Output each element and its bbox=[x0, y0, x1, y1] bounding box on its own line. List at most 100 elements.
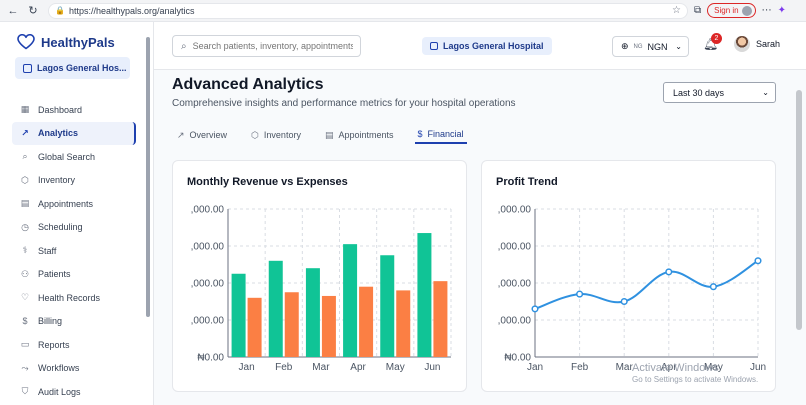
sidebar-item-global-search[interactable]: ⌕ Global Search bbox=[12, 145, 136, 169]
address-bar[interactable]: 🔒 https://healthypals.org/analytics ☆ bbox=[48, 2, 688, 19]
sidebar-scrollbar[interactable] bbox=[146, 37, 150, 317]
expense-bar bbox=[321, 295, 336, 357]
hospital-icon bbox=[430, 42, 438, 50]
dollar-icon: $ bbox=[417, 129, 423, 139]
x-tick-label: Feb bbox=[571, 362, 589, 373]
revenue-bar bbox=[231, 273, 246, 357]
extensions-icon[interactable]: ⧉ bbox=[694, 5, 702, 16]
tab-appointments[interactable]: ▤ Appointments bbox=[322, 126, 397, 144]
sidebar-item-workflows[interactable]: ⤳ Workflows bbox=[12, 357, 136, 381]
search-icon: ⌕ bbox=[22, 151, 28, 162]
chart-title: Profit Trend bbox=[496, 176, 558, 188]
hospital-selector[interactable]: Lagos General Hos... bbox=[15, 57, 130, 79]
tab-inventory[interactable]: ⬡ Inventory bbox=[248, 126, 304, 144]
copilot-icon[interactable]: ✦ bbox=[777, 5, 786, 16]
avatar bbox=[734, 36, 750, 52]
x-tick-label: Mar bbox=[312, 362, 330, 373]
heart-logo-icon bbox=[17, 34, 35, 50]
y-tick-label: ,000.00 bbox=[498, 316, 532, 327]
sidebar-item-appointments[interactable]: ▤ Appointments bbox=[12, 192, 136, 216]
sidebar-item-label: Scheduling bbox=[38, 222, 83, 233]
sidebar-item-health-records[interactable]: ♡ Health Records bbox=[12, 286, 136, 310]
sidebar-item-label: Patients bbox=[38, 269, 71, 280]
y-tick-label: ,000.00 bbox=[191, 279, 225, 290]
revenue-bar bbox=[343, 244, 358, 357]
analytics-tabs: ↗ Overview ⬡ Inventory ▤ Appointments $ Financi… bbox=[174, 126, 485, 144]
sidebar-item-analytics[interactable]: ↗ Analytics bbox=[12, 121, 136, 145]
user-menu[interactable]: Sarah bbox=[734, 36, 780, 52]
heart-icon: ♡ bbox=[20, 292, 30, 303]
sign-in-label: Sign in bbox=[714, 6, 739, 15]
y-tick-label: ,000.00 bbox=[498, 279, 532, 290]
sidebar-item-reports[interactable]: ▭ Reports bbox=[12, 333, 136, 357]
stethoscope-icon: ⚕ bbox=[22, 245, 28, 256]
y-tick-label: ₦0.00 bbox=[197, 353, 224, 364]
currency-selector[interactable]: ⊕ NG NGN ⌄ bbox=[612, 36, 689, 57]
sidebar-item-staff[interactable]: ⚕ Staff bbox=[12, 239, 136, 263]
shield-icon: ⛉ bbox=[21, 386, 29, 397]
sidebar-item-label: Analytics bbox=[38, 128, 79, 139]
tab-label: Overview bbox=[189, 130, 228, 140]
sidebar-item-label: Appointments bbox=[38, 198, 94, 209]
trend-icon: ↗ bbox=[177, 129, 185, 140]
date-range-value: Last 30 days bbox=[673, 87, 725, 98]
profit-point bbox=[620, 297, 628, 306]
sidebar: HealthyPals Lagos General Hos... ▦ Dashbo… bbox=[0, 22, 154, 405]
current-hospital-name: Lagos General Hospital bbox=[443, 41, 544, 51]
watermark-subtitle: Go to Settings to activate Windows. bbox=[632, 375, 759, 385]
x-tick-label: Apr bbox=[350, 362, 366, 373]
x-tick-label: Jun bbox=[424, 362, 440, 373]
revenue-bar bbox=[268, 260, 283, 357]
box-icon: ⬡ bbox=[251, 129, 259, 140]
url-text: https://healthypals.org/analytics bbox=[68, 5, 195, 16]
top-header: ⌕ Lagos General Hospital ⊕ NG NGN ⌄ 🔔︎ 2… bbox=[154, 22, 806, 70]
sidebar-item-billing[interactable]: $ Billing bbox=[12, 310, 136, 334]
sidebar-item-label: Audit Logs bbox=[38, 386, 81, 397]
expense-bar bbox=[247, 297, 262, 357]
sidebar-item-scheduling[interactable]: ◷ Scheduling bbox=[12, 216, 136, 240]
search-input[interactable] bbox=[192, 41, 353, 51]
y-tick-label: ,000.00 bbox=[191, 242, 225, 253]
x-tick-label: Jan bbox=[239, 362, 255, 373]
chevron-down-icon: ⌄ bbox=[762, 88, 769, 97]
grid-icon: ▦ bbox=[20, 104, 30, 115]
current-hospital-badge: Lagos General Hospital bbox=[422, 37, 552, 55]
main-scrollbar[interactable] bbox=[796, 90, 802, 330]
brand[interactable]: HealthyPals bbox=[17, 34, 115, 50]
tab-overview[interactable]: ↗ Overview bbox=[174, 126, 230, 144]
file-icon: ▭ bbox=[20, 339, 30, 350]
sidebar-item-patients[interactable]: ⚇ Patients bbox=[12, 263, 136, 287]
revenue-bar bbox=[417, 233, 432, 357]
notifications-button[interactable]: 🔔︎ 2 bbox=[703, 33, 722, 53]
global-search[interactable]: ⌕ bbox=[172, 35, 361, 57]
back-icon[interactable]: ← bbox=[7, 4, 19, 17]
calendar-icon: ▤ bbox=[324, 129, 334, 140]
sidebar-item-dashboard[interactable]: ▦ Dashboard bbox=[12, 98, 136, 122]
revenue-expenses-chart: ,000.00 ,000.00 ,000.00 ,000.00 ₦0.00 Jan Feb M… bbox=[191, 205, 452, 373]
refresh-icon[interactable]: ↻ bbox=[28, 5, 38, 17]
chart-title: Monthly Revenue vs Expenses bbox=[187, 176, 348, 188]
notification-badge: 2 bbox=[711, 33, 722, 44]
date-range-select[interactable]: Last 30 days ⌄ bbox=[663, 82, 776, 103]
tab-financial[interactable]: $ Financial bbox=[414, 126, 467, 144]
workflow-icon: ⤳ bbox=[21, 362, 29, 373]
profile-icon bbox=[741, 5, 752, 16]
expense-bar bbox=[359, 286, 374, 357]
menu-dots-icon[interactable]: ⋯ bbox=[761, 5, 772, 16]
sidebar-item-inventory[interactable]: ⬡ Inventory bbox=[12, 169, 136, 193]
y-tick-label: ,000.00 bbox=[498, 242, 532, 253]
sidebar-item-label: Staff bbox=[38, 245, 57, 256]
globe-icon: ⊕ bbox=[621, 41, 629, 51]
sign-in-button[interactable]: Sign in bbox=[707, 3, 756, 18]
page-title: Advanced Analytics bbox=[172, 76, 324, 93]
search-icon: ⌕ bbox=[181, 40, 187, 52]
revenue-bar bbox=[380, 255, 395, 357]
x-tick-label: Jan bbox=[527, 362, 543, 373]
expense-bar bbox=[396, 290, 411, 357]
profit-point bbox=[665, 268, 673, 276]
star-icon[interactable]: ☆ bbox=[672, 5, 681, 16]
sidebar-item-audit-logs[interactable]: ⛉ Audit Logs bbox=[12, 380, 136, 404]
sidebar-item-label: Workflows bbox=[38, 363, 80, 374]
profit-point bbox=[576, 290, 584, 298]
